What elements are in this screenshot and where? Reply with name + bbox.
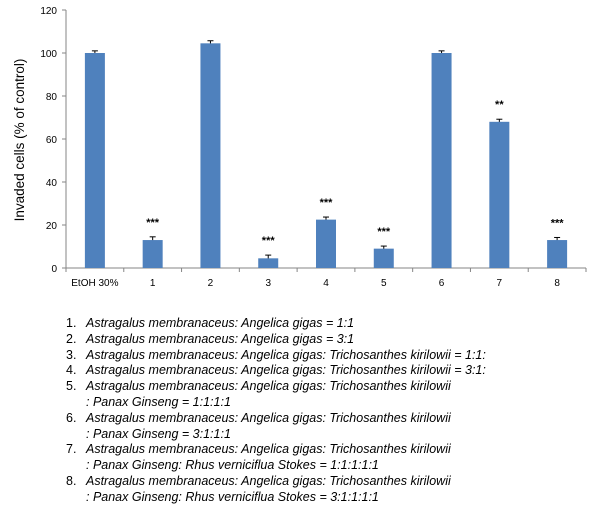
y-tick-label: 60 (46, 135, 58, 146)
significance-label: *** (146, 217, 160, 229)
legend-item: 5. Astragalus membranaceus: Angelica giga… (66, 379, 591, 411)
y-tick-label: 80 (46, 92, 58, 103)
y-tick-label: 120 (40, 6, 57, 17)
x-tick-label: 7 (497, 278, 503, 289)
x-tick-label: 2 (208, 278, 214, 289)
legend-text: Astragalus membranaceus: Angelica gigas:… (86, 442, 451, 457)
bar (431, 53, 452, 268)
y-axis-label: Invaded cells (% of control) (12, 59, 27, 222)
legend-text: Astragalus membranaceus: Angelica gigas … (86, 316, 355, 330)
legend-text: Astragalus membranaceus: Angelica gigas:… (86, 379, 451, 394)
bar (489, 121, 510, 268)
significance-label: *** (320, 197, 334, 209)
legend-text-continued: : Panax Ginseng = 1:1:1:1 (86, 394, 231, 409)
legend-number: 4. (66, 363, 77, 378)
bar-chart: Invaded cells (% of control) 0 20 40 60 80 10… (12, 6, 587, 289)
legend-item: 7. Astragalus membranaceus: Angelica giga… (66, 442, 591, 474)
bar (84, 53, 105, 268)
legend-text: Astragalus membranaceus: Angelica gigas:… (86, 363, 486, 378)
bar (373, 248, 394, 268)
legend-text: Astragalus membranaceus: Angelica gigas … (86, 331, 355, 346)
x-tick-label: 6 (439, 278, 445, 289)
bar (142, 240, 163, 268)
x-tick-label: EtOH 30% (71, 278, 118, 289)
legend-number: 5. (66, 379, 77, 394)
legend-text-continued: : Panax Ginseng = 3:1:1:1 (86, 426, 231, 441)
y-tick-label: 100 (40, 49, 57, 60)
legend-number: 7. (66, 442, 77, 457)
significance-label: *** (377, 226, 391, 238)
x-tick-label: 3 (265, 278, 271, 289)
legend-text: Astragalus membranaceus: Angelica gigas:… (86, 410, 451, 425)
bar (316, 219, 336, 268)
legend-number: 2. (66, 331, 77, 346)
significance-label: *** (551, 217, 565, 229)
x-tick-label: 5 (381, 278, 387, 289)
y-tick-label: 0 (51, 264, 57, 275)
bar (200, 43, 221, 269)
legend-number: 1. (66, 316, 77, 330)
legend-text: Astragalus membranaceus: Angelica gigas:… (86, 347, 486, 362)
legend-text: Astragalus membranaceus: Angelica gigas:… (86, 473, 451, 488)
significance-label: *** (262, 235, 276, 247)
x-tick-label: 8 (554, 278, 560, 289)
legend: 1. Astragalus membranaceus: Angelica giga… (66, 316, 591, 506)
legend-item: 3. Astragalus membranaceus: Angelica giga… (66, 348, 591, 364)
legend-item: 6. Astragalus membranaceus: Angelica giga… (66, 411, 591, 443)
legend-item: 2. Astragalus membranaceus: Angelica giga… (66, 332, 591, 348)
y-tick-label: 40 (46, 178, 58, 189)
legend-number: 3. (66, 347, 77, 362)
legend-number: 8. (66, 473, 77, 488)
bar (547, 240, 568, 268)
bar (258, 258, 279, 268)
legend-item: 8. Astragalus membranaceus: Angelica giga… (66, 474, 591, 506)
y-tick-label: 20 (46, 221, 58, 232)
legend-text-continued: : Panax Ginseng: Rhus verniciflua Stokes… (86, 489, 379, 504)
legend-text-continued: : Panax Ginseng: Rhus verniciflua Stokes… (86, 458, 379, 473)
x-tick-label: 4 (323, 278, 329, 289)
legend-item: 4. Astragalus membranaceus: Angelica giga… (66, 363, 591, 379)
legend-item: 1. Astragalus membranaceus: Angelica giga… (66, 316, 591, 332)
x-tick-label: 1 (150, 278, 156, 289)
significance-label: ** (495, 99, 504, 111)
legend-number: 6. (66, 410, 77, 425)
